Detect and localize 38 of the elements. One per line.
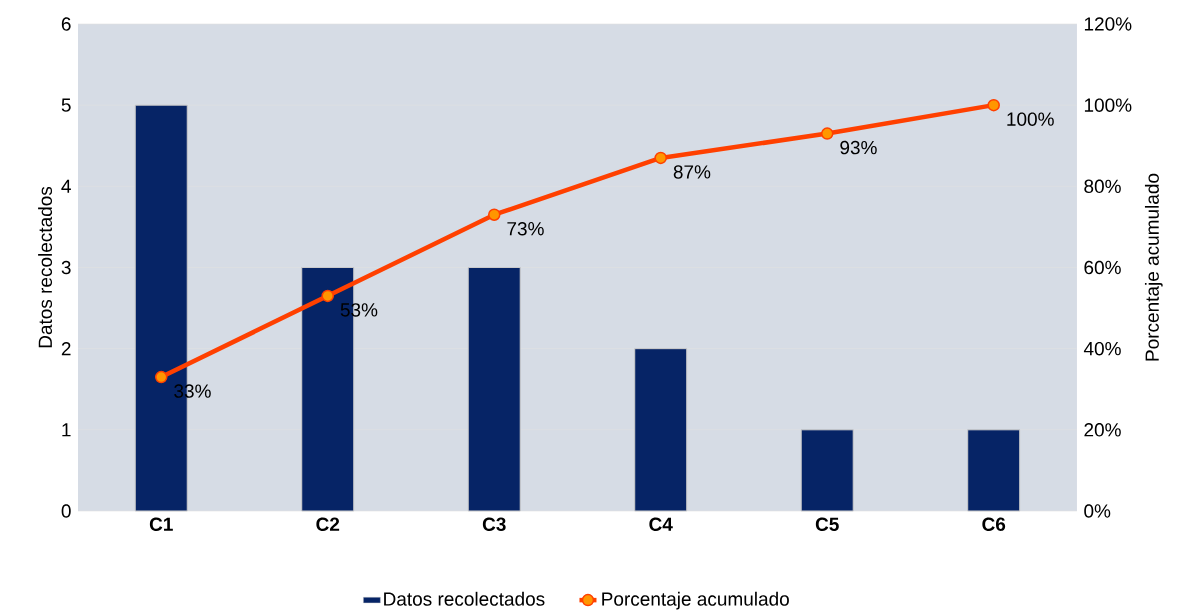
y-tick-label: 6	[61, 17, 71, 31]
x-tick-label: C6	[982, 517, 1006, 531]
x-tick-label: C5	[815, 517, 839, 531]
y2-tick-label: 0%	[1084, 504, 1111, 518]
y-tick-label: 3	[61, 260, 71, 275]
y2-axis-title: Porcentaje acumulado	[1144, 173, 1163, 361]
point	[155, 370, 168, 384]
point	[321, 289, 334, 302]
point	[487, 208, 501, 221]
point	[820, 127, 834, 140]
bar	[967, 429, 1021, 512]
y2-tick-label: 100%	[1084, 98, 1132, 112]
y-tick-label: 0	[61, 504, 71, 518]
x-tick-label: C2	[316, 517, 340, 531]
x-tick-label: C4	[649, 517, 673, 531]
data-label: 73%	[507, 221, 544, 236]
bar	[800, 429, 854, 512]
x-tick-label: C3	[482, 517, 506, 531]
data-label: 100%	[1007, 112, 1054, 126]
bar	[467, 266, 521, 512]
data-label: 93%	[840, 140, 877, 155]
y-tick-label: 4	[61, 179, 71, 193]
point	[654, 151, 667, 164]
y2-tick-label: 20%	[1084, 422, 1121, 437]
point	[987, 98, 1000, 112]
y2-tick-label: 40%	[1083, 341, 1121, 356]
y2-tick-label: 60%	[1084, 260, 1121, 275]
x-tick-label: C1	[149, 517, 173, 531]
y2-tick-label: 80%	[1084, 179, 1121, 193]
y-tick-label: 2	[61, 341, 71, 356]
legend-label: Porcentaje acumulado	[602, 591, 789, 610]
y-tick-label: 5	[61, 98, 71, 112]
bar	[634, 347, 688, 512]
y-tick-label: 1	[62, 423, 71, 437]
data-label: 87%	[673, 164, 711, 179]
y-axis-title: Datos recolectados	[38, 186, 53, 348]
y2-tick-label: 120%	[1084, 17, 1132, 31]
legend-label: Datos recolectados	[384, 591, 545, 606]
